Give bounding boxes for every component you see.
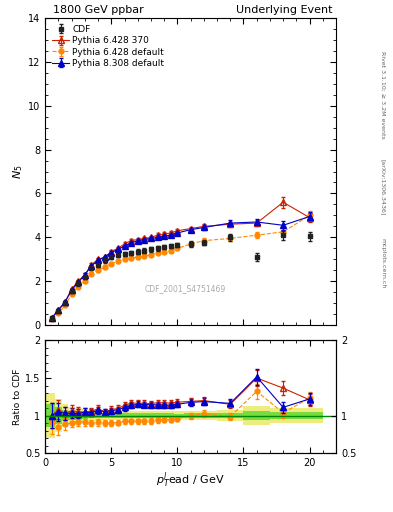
- Y-axis label: Ratio to CDF: Ratio to CDF: [13, 369, 22, 425]
- Text: [arXiv:1306.3436]: [arXiv:1306.3436]: [381, 159, 386, 215]
- Text: CDF_2001_S4751469: CDF_2001_S4751469: [144, 284, 226, 293]
- Y-axis label: $N_5$: $N_5$: [11, 164, 25, 179]
- X-axis label: $p_T^l$ead / GeV: $p_T^l$ead / GeV: [156, 471, 225, 490]
- Text: Underlying Event: Underlying Event: [235, 5, 332, 15]
- Text: mcplots.cern.ch: mcplots.cern.ch: [381, 239, 386, 289]
- Text: 1800 GeV ppbar: 1800 GeV ppbar: [53, 5, 144, 15]
- Text: Rivet 3.1.10; ≥ 3.2M events: Rivet 3.1.10; ≥ 3.2M events: [381, 51, 386, 139]
- Legend: CDF, Pythia 6.428 370, Pythia 6.428 default, Pythia 8.308 default: CDF, Pythia 6.428 370, Pythia 6.428 defa…: [50, 23, 167, 71]
